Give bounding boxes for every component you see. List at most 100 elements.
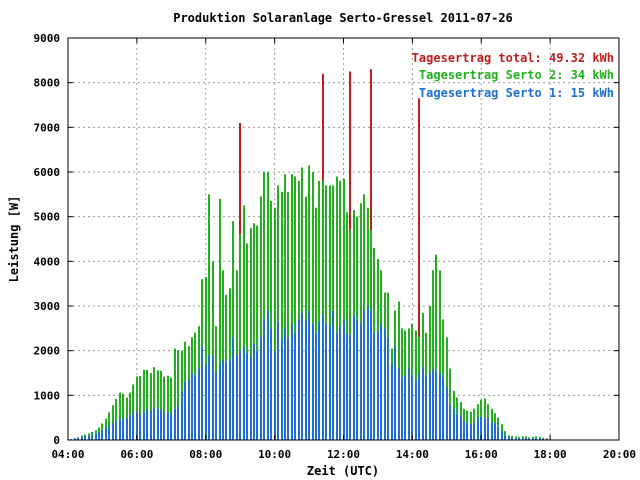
bar-serto-2 [401,328,403,378]
bar-serto-1 [132,412,134,440]
chart-title: Produktion Solaranlage Serto-Gressel 201… [173,11,513,25]
y-tick-label: 1000 [34,389,61,402]
bar-serto-2 [487,404,489,419]
y-tick-label: 6000 [34,166,61,179]
bar-serto-1 [112,423,114,440]
bar-serto-1 [477,417,479,440]
bar-serto-2 [253,223,255,344]
bar-serto-1 [281,339,283,440]
bar-serto-2 [260,196,262,338]
bar-serto-2 [446,337,448,387]
x-tick-label: 04:00 [51,448,84,461]
bar-serto-1 [449,404,451,440]
bar-serto-1 [367,306,369,440]
bar-serto-1 [511,437,513,440]
bar-serto-1 [250,357,252,440]
bar-serto-2 [380,270,382,324]
bar-serto-1 [81,436,83,440]
bar-serto-2 [411,323,413,376]
bar-serto-2 [256,225,258,351]
bar-serto-2 [491,408,493,423]
bar-serto-2 [250,227,252,358]
bar-serto-2 [277,185,279,322]
bar-serto-2 [143,369,145,413]
bar-serto-1 [253,343,255,440]
bar-serto-2 [501,424,503,432]
bar-serto-1 [91,434,93,440]
bar-serto-1 [349,335,351,440]
bar-serto-2 [167,375,169,413]
bar-serto-1 [126,417,128,440]
bar-serto-1 [270,328,272,440]
bar-serto-2 [122,393,124,419]
bar-serto-1 [308,310,310,440]
bar-serto-2 [367,207,369,306]
bar-serto-2 [415,330,417,380]
bar-serto-2 [463,408,465,421]
y-tick-label: 2000 [34,345,61,358]
bar-serto-2 [267,172,269,311]
bar-serto-2 [456,397,458,414]
bar-serto-1 [77,437,79,440]
bar-serto-2 [318,180,320,322]
bar-serto-1 [143,412,145,440]
bar-serto-1 [170,413,172,440]
bar-serto-2 [312,172,314,324]
bar-serto-2 [336,176,338,333]
bar-serto-1 [411,375,413,440]
bar-serto-2 [136,376,138,412]
bar-serto-2 [522,436,524,439]
bar-serto-1 [315,332,317,440]
bar-serto-1 [208,355,210,440]
bar-serto-1 [274,350,276,440]
bar-serto-1 [229,359,231,440]
bar-serto-1 [236,355,238,440]
bar-serto-2 [470,411,472,424]
legend-serto-2: Tagesertrag Serto 2: 34 kWh [419,68,614,82]
bar-serto-1 [263,319,265,440]
bar-serto-1 [225,361,227,440]
bar-serto-1 [398,368,400,440]
bar-serto-2 [84,434,86,436]
bar-serto-2 [305,196,307,320]
y-tick-label: 5000 [34,211,61,224]
bar-serto-1 [212,355,214,440]
bar-serto-1 [119,419,121,440]
bar-serto-1 [470,423,472,440]
bar-serto-1 [356,319,358,440]
bar-serto-2 [356,216,358,320]
y-tick-label: 8000 [34,77,61,90]
bar-serto-2 [112,405,114,424]
bar-serto-1 [194,375,196,440]
bar-serto-2 [91,431,93,435]
bar-serto-2 [281,192,283,340]
bar-serto-2 [315,207,317,333]
bar-serto-2 [201,279,203,347]
bar-serto-1 [373,332,375,440]
bar-serto-1 [408,368,410,440]
bar-serto-1 [456,413,458,440]
bar-serto-2 [418,337,420,373]
bar-serto-2 [515,436,517,439]
bar-serto-2 [153,367,155,408]
bar-serto-2 [81,435,83,437]
bar-serto-2 [394,310,396,347]
bar-serto-2 [236,270,238,356]
x-tick-label: 12:00 [327,448,360,461]
bar-serto-1 [167,412,169,440]
bar-serto-2 [98,427,100,432]
bar-serto-2 [453,390,455,409]
bar-serto-1 [535,438,537,440]
y-tick-label: 9000 [34,32,61,45]
bar-serto-2 [157,370,159,409]
bar-serto-1 [98,431,100,440]
bar-serto-1 [284,328,286,440]
bar-serto-1 [146,408,148,440]
y-tick-label: 0 [53,434,60,447]
bar-serto-1 [184,381,186,440]
bar-serto-2 [363,194,365,311]
bar-serto-2 [132,384,134,413]
bar-serto-1 [539,438,541,440]
bar-serto-2 [298,180,300,320]
